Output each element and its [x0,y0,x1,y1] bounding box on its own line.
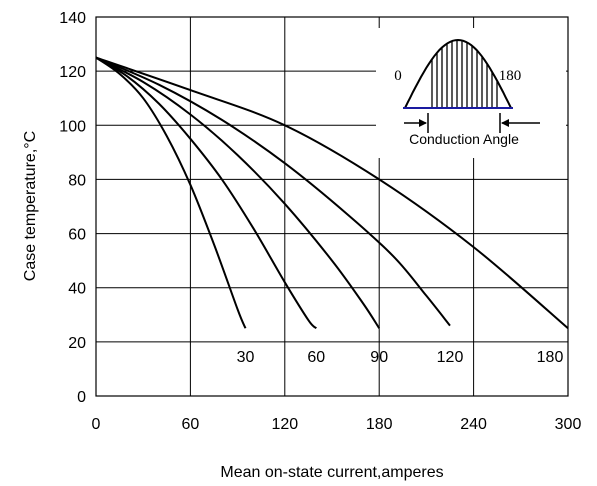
y-tick-label: 120 [59,64,86,81]
inset-background [376,28,566,158]
series-line-120 [95,56,451,327]
conduction-angle-inset: 0 180 Conduction Angle [376,28,566,158]
y-tick-label: 60 [68,227,86,244]
y-axis-label: Case temperature,°C [22,131,39,281]
y-tick-label: 80 [68,172,86,189]
y-tick-label: 20 [68,335,86,352]
inset-left-arrowhead [419,119,427,127]
x-tick-label: 180 [366,416,393,433]
inset-hatching [431,40,498,108]
x-tick-label: 60 [182,416,200,433]
x-tick-label: 240 [460,416,487,433]
series-line-60 [95,56,318,330]
inset-right-arrowhead [501,119,509,127]
x-tick-label: 120 [271,416,298,433]
series-label-180: 180 [537,349,564,366]
series-lines [95,56,569,330]
x-tick-label: 0 [92,416,101,433]
y-tick-label: 140 [59,10,86,27]
x-tick-label: 300 [555,416,582,433]
y-tick-labels: 0 20 40 60 80 100 120 140 [59,10,86,406]
y-tick-label: 40 [68,281,86,298]
inset-caption: Conduction Angle [409,131,519,147]
inset-start-label: 0 [394,68,402,84]
series-label-30: 30 [237,349,255,366]
series-label-120: 120 [437,349,464,366]
y-tick-label: 100 [59,118,86,135]
series-line-30 [95,56,247,329]
series-line-180 [95,56,569,330]
series-line-90 [95,56,381,329]
x-axis-label: Mean on-state current,amperes [220,464,443,481]
x-tick-labels: 0 60 120 180 240 300 [92,416,582,433]
series-label-60: 60 [307,349,325,366]
series-label-90: 90 [370,349,388,366]
inset-end-label: 180 [499,68,522,84]
series-labels: 30 60 90 120 180 [237,349,564,366]
inset-waveform [404,38,512,109]
y-tick-label: 0 [77,389,86,406]
